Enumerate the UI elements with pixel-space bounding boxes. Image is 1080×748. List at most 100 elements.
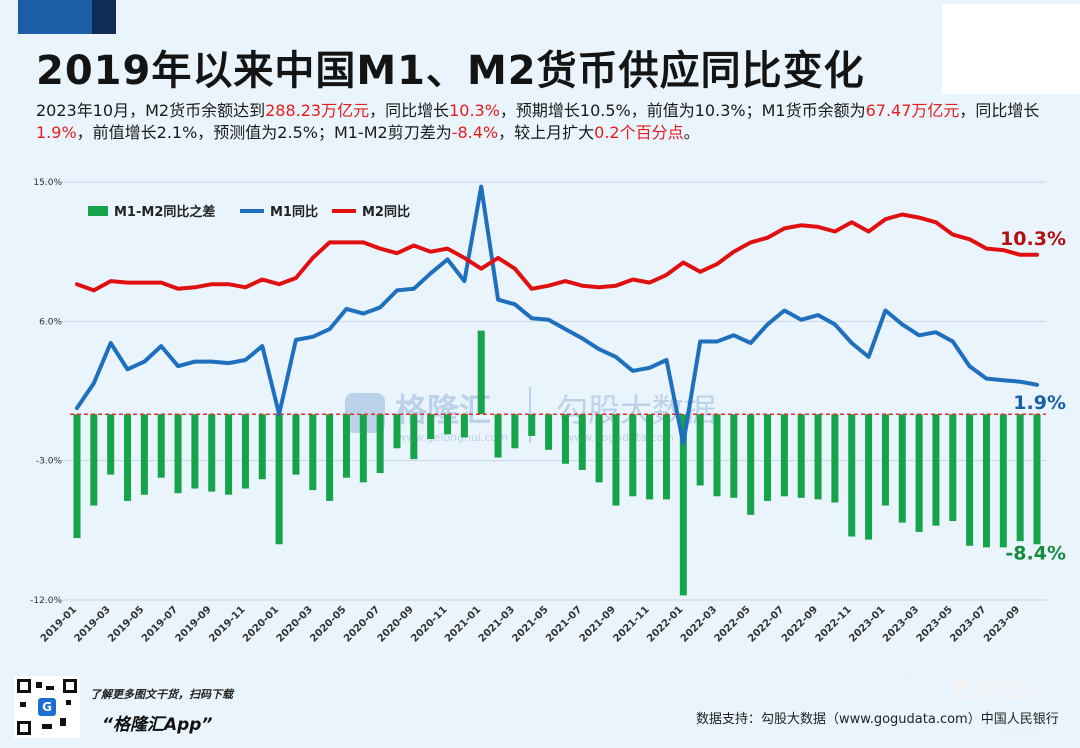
summary-part: ，同比增长 [369,101,450,120]
y-tick-label: -3.0% [36,457,63,467]
spread-bar [477,330,485,415]
spread-bar [898,414,906,523]
spread-bar [595,414,603,483]
y-axis-ticks: 15.0% 6.0% -3.0% -12.0% [30,178,62,606]
spread-change: 0.2个百分点 [594,123,684,142]
spread-value: -8.4% [451,123,499,142]
spread-bar [629,414,637,497]
spread-bar [780,414,788,497]
spread-bar [90,414,98,506]
spread-bar [1016,414,1024,542]
spread-bar [949,414,957,522]
spread-bar [932,414,940,526]
qr-pixel [42,724,52,729]
m2-amount: 288.23万亿元 [265,101,370,120]
qr-corner [17,679,31,693]
tiger-community-label: 老虎社区 [950,674,1054,702]
qr-pixel [60,718,66,726]
legend-swatch [88,206,108,216]
spread-bar [646,414,654,500]
spread-bar [662,414,670,500]
qr-logo-icon: G [38,698,56,716]
legend: M1-M2同比之差 M1同比 M2同比 [88,204,410,220]
spread-bar [831,414,839,503]
spread-bar [225,414,233,495]
m1-line [75,184,1039,446]
tiger-handle: @格隆汇 [998,727,1054,743]
spread-bars [73,330,1041,596]
legend-label: M1-M2同比之差 [114,204,215,220]
x-tick-label: 2023-09 [982,604,1022,644]
spread-bar [915,414,923,532]
summary-part: ，前值增长2.1%，预测值为2.5%；M1-M2剪刀差为 [76,123,452,142]
spread-bar [612,414,620,506]
x-axis-ticks: 2019-012019-032019-052019-072019-092019-… [39,604,1022,644]
end-labels: 10.3% 1.9% -8.4% [1000,228,1066,565]
m2-end-label: 10.3% [1000,228,1066,250]
spread-bar [174,414,182,494]
spread-bar [73,414,81,539]
money-supply-chart: 格隆汇 www.gelonghui.com 勾股大数据 www.gogudata… [30,178,1066,645]
spread-bar [258,414,266,480]
series-lines [75,184,1039,446]
legend-label: M2同比 [362,204,410,220]
summary-part: 。 [683,123,700,142]
spread-bar [275,414,283,545]
spread-bar [982,414,990,548]
qr-corner [17,721,31,735]
spread-bar [865,414,873,540]
spread-bar [359,414,367,483]
m2-line [75,212,1039,293]
y-tick-label: -12.0% [30,596,62,606]
spread-bar [696,414,704,486]
m2-yoy: 10.3% [449,101,500,120]
spread-bar [124,414,132,501]
summary-part: 2023年10月，M2货币余额达到 [36,101,266,120]
watermark-url-1: www.gelonghui.com [397,431,508,444]
qr-code[interactable]: G [14,676,80,738]
spread-bar [191,414,199,489]
app-name[interactable]: “格隆汇App” [102,715,213,735]
promo-text: 了解更多图文干货，扫码下载 [90,688,233,701]
data-source: 数据支持：勾股大数据（www.gogudata.com）中国人民银行 [696,712,1059,727]
spread-bar [747,414,755,515]
spread-bar [140,414,148,495]
y-tick-label: 15.0% [33,178,62,188]
watermark-brand-1: 格隆汇 [395,391,491,429]
qr-corner [63,679,77,693]
qr-pixel [20,702,26,707]
summary-part: ，同比增长 [959,101,1040,120]
spread-bar [966,414,974,546]
m1-yoy: 1.9% [36,123,77,142]
spread-bar [107,414,115,475]
summary-part: ，预期增长10.5%，前值为10.3%；M1货币余额为 [499,101,866,120]
spread-end-label: -8.4% [1005,542,1066,564]
spread-bar [511,414,519,449]
header-accent-bar [18,0,92,34]
summary-text: 2023年10月，M2货币余额达到288.23万亿元，同比增长10.3%，预期增… [36,100,1066,144]
spread-bar [427,414,435,439]
spread-bar [881,414,889,506]
spread-bar [208,414,216,492]
page-title: 2019年以来中国M1、M2货币供应同比变化 [36,48,865,94]
spread-bar [444,414,452,435]
spread-bar [797,414,805,498]
qr-pixel [36,682,42,688]
y-tick-label: 6.0% [39,317,62,327]
spread-bar [999,414,1007,548]
spread-bar [376,414,384,474]
m1-end-label: 1.9% [1013,392,1066,414]
spread-bar [528,414,536,436]
qr-pixel [46,686,54,690]
tiger-logo-icon: 虎 [904,668,938,702]
spread-bar [393,414,401,449]
spread-bar [460,414,468,438]
header-accent-bar-dark [92,0,116,34]
spread-bar [730,414,738,498]
spread-bar [241,414,249,489]
spread-bar [561,414,569,464]
spread-bar [410,414,418,460]
legend-label: M1同比 [270,204,318,220]
spread-bar [764,414,772,501]
qr-pixel [66,700,71,705]
